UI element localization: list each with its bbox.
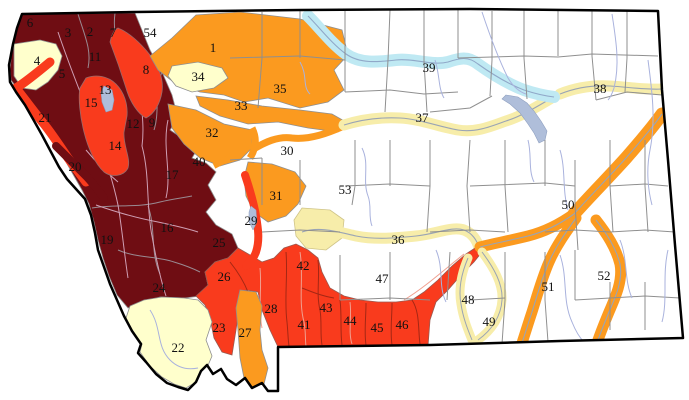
region-label-35[interactable]: 35: [274, 81, 287, 96]
region-label-49[interactable]: 49: [483, 314, 496, 329]
region-31-area[interactable]: [243, 161, 307, 223]
region-label-36[interactable]: 36: [392, 232, 406, 247]
musselshell-river-line: [301, 228, 480, 249]
region-label-15[interactable]: 15: [85, 95, 98, 110]
region-labels: 1 2 3 4 5 6 7 8 9 11 12 13 14 15 16 17 1…: [27, 15, 611, 355]
region-label-29[interactable]: 29: [245, 213, 258, 228]
region-label-44[interactable]: 44: [344, 313, 358, 328]
region-label-43[interactable]: 43: [320, 300, 333, 315]
orange-corridor-river-lines: [479, 113, 663, 344]
region-label-24[interactable]: 24: [153, 280, 167, 295]
stream-in-22: [149, 309, 199, 370]
streams-in-red: [259, 251, 465, 347]
red-cluster-boundaries: [229, 251, 421, 347]
region-label-23[interactable]: 23: [213, 320, 226, 335]
region-label-28[interactable]: 28: [265, 301, 278, 316]
state-border: [7, 7, 685, 393]
region-label-14[interactable]: 14: [109, 138, 123, 153]
regions-48-49-river-lines: [459, 251, 503, 341]
region-label-34[interactable]: 34: [192, 69, 206, 84]
region-label-11[interactable]: 11: [89, 49, 102, 64]
region-label-1[interactable]: 1: [210, 40, 217, 55]
region-label-46[interactable]: 46: [396, 317, 410, 332]
region-label-6[interactable]: 6: [27, 15, 34, 30]
region-8-area[interactable]: [109, 27, 163, 119]
region-label-22[interactable]: 22: [172, 340, 185, 355]
region-label-25[interactable]: 25: [213, 235, 226, 250]
region-29-corridor[interactable]: [241, 171, 263, 270]
milk-river-line: [307, 15, 555, 98]
region-label-48[interactable]: 48: [462, 292, 475, 307]
flathead-lake: [100, 85, 115, 113]
region-30-corridors[interactable]: [212, 122, 346, 169]
region-label-45[interactable]: 45: [371, 320, 384, 335]
region-20-corridor[interactable]: [52, 142, 108, 202]
region-label-32[interactable]: 32: [206, 125, 219, 140]
region-label-17[interactable]: 17: [166, 167, 180, 182]
region-label-21[interactable]: 21: [39, 110, 52, 125]
missouri-river-line-38: [559, 85, 663, 95]
region-label-42[interactable]: 42: [297, 258, 310, 273]
region-label-3[interactable]: 3: [65, 25, 72, 40]
region-label-51[interactable]: 51: [542, 279, 555, 294]
region-34-area[interactable]: [167, 61, 229, 93]
fort-peck-reservoir: [501, 94, 548, 144]
region-label-53[interactable]: 53: [339, 182, 352, 197]
region-label-50[interactable]: 50: [562, 197, 575, 212]
region-label-27[interactable]: 27: [239, 325, 253, 340]
regions-13-14-15-area[interactable]: [78, 75, 130, 176]
region-label-19[interactable]: 19: [101, 232, 114, 247]
streams: [299, 11, 669, 343]
region-label-31[interactable]: 31: [270, 188, 283, 203]
region-label-37[interactable]: 37: [416, 110, 430, 125]
region-label-52[interactable]: 52: [598, 268, 611, 283]
region-label-16[interactable]: 16: [161, 220, 175, 235]
county-lines: [229, 9, 681, 345]
region-label-30[interactable]: 30: [281, 143, 294, 158]
region-label-9[interactable]: 9: [149, 115, 156, 130]
region-label-26[interactable]: 26: [218, 269, 232, 284]
region-label-7[interactable]: 7: [110, 25, 117, 40]
region-label-5[interactable]: 5: [59, 66, 66, 81]
region-label-40[interactable]: 40: [193, 154, 206, 169]
canyon-ferry-lake: [248, 205, 258, 231]
region-label-13[interactable]: 13: [99, 82, 112, 97]
region-label-39[interactable]: 39: [423, 60, 436, 75]
region-label-20[interactable]: 20: [69, 159, 82, 174]
region-label-47[interactable]: 47: [376, 271, 390, 286]
region-label-33[interactable]: 33: [235, 98, 248, 113]
region-label-8[interactable]: 8: [143, 62, 150, 77]
region-label-2[interactable]: 2: [87, 24, 94, 39]
region-label-12[interactable]: 12: [127, 116, 140, 131]
region-label-4[interactable]: 4: [34, 53, 41, 68]
region-32-area[interactable]: [167, 103, 253, 167]
region-label-41[interactable]: 41: [298, 317, 311, 332]
missouri-river-line-37: [343, 98, 551, 132]
region-label-54[interactable]: 54: [144, 25, 158, 40]
region-label-38[interactable]: 38: [594, 81, 607, 96]
